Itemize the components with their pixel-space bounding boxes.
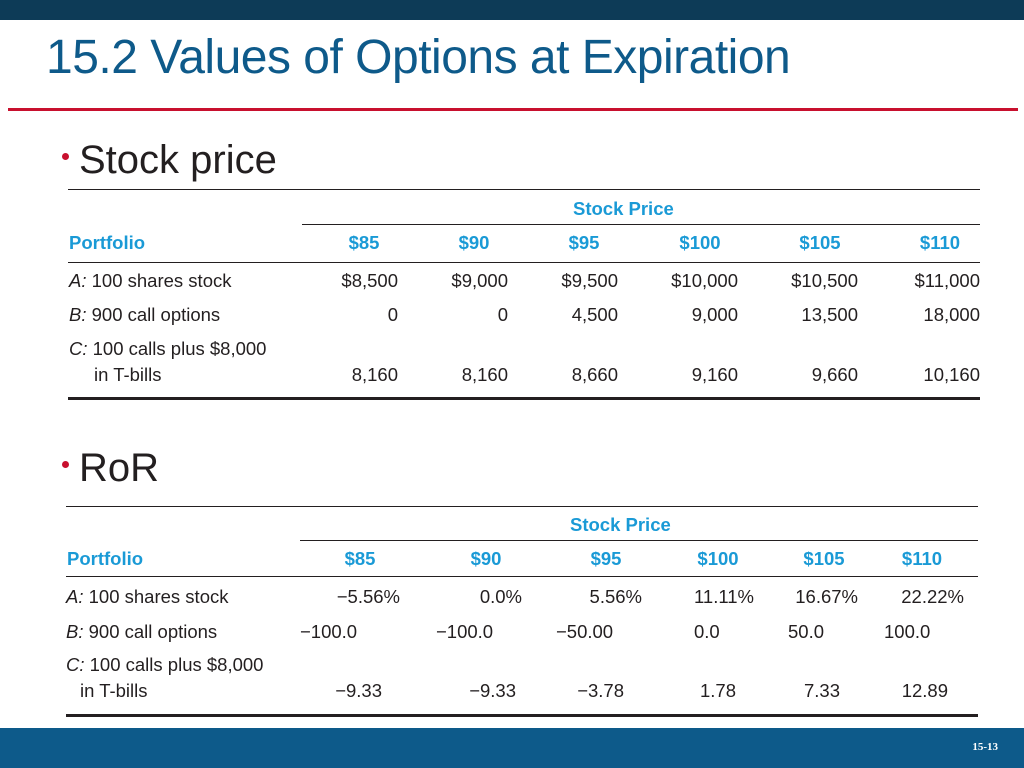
table-cell: 4,500 [571,304,618,325]
bullet-stock-price: Stock price [62,138,277,183]
column-header: $85 [344,548,376,569]
table-cell: −100.0 [300,621,358,642]
top-bar [0,0,1024,20]
table-cell: 0.0 [694,621,720,642]
column-header: $105 [803,548,845,569]
row-header: Portfolio [67,548,144,569]
header-rule [66,576,978,577]
table-cell: $9,000 [451,270,508,291]
bullet-label: RoR [79,446,160,490]
table-row-label: A: 100 shares stock [69,270,232,291]
table-cell: 22.22% [901,586,964,607]
table-cell: −5.56% [336,586,400,607]
column-header: $90 [470,548,502,569]
table-cell: 8,160 [351,364,398,385]
table-cell: −100.0 [436,621,494,642]
table-row-label: A: 100 shares stock [66,586,229,607]
title-divider [8,108,1018,111]
table-cell: −9.33 [469,680,516,701]
table-cell: 8,160 [461,364,508,385]
table-cell: 7.33 [803,680,840,701]
table-top-rule [68,189,980,190]
table-cell: 1.78 [699,680,736,701]
table-cell: 0 [387,304,398,325]
group-header-rule [300,540,978,541]
page-number: 15-13 [972,741,998,753]
table-cell: 0 [497,304,508,325]
table-cell: −3.78 [577,680,624,701]
column-header: $95 [568,232,600,253]
table-cell: 0.0% [479,586,522,607]
table-cell: −50.00 [556,621,614,642]
group-header: Stock Price [573,198,674,219]
table-bottom-rule [66,714,978,717]
table-cell: $10,500 [791,270,858,291]
group-header-rule [302,224,980,225]
group-header: Stock Price [570,514,671,535]
table-cell: $11,000 [914,270,981,291]
row-header: Portfolio [69,232,146,253]
table-cell: 11.11% [694,586,754,607]
table-cell: 9,160 [691,364,738,385]
bullet-label: Stock price [79,138,277,182]
column-header: $95 [590,548,622,569]
table-cell: −9.33 [335,680,382,701]
table-cell: 9,000 [691,304,738,325]
bullet-ror: RoR [62,446,159,491]
slide-title: 15.2 Values of Options at Expiration [46,31,791,84]
table-row-label: C: 100 calls plus $8,000 [66,654,264,675]
column-header: $100 [679,232,721,253]
table-cell: 5.56% [589,586,642,607]
column-header: $100 [697,548,739,569]
footer-bar: 15-13 [0,728,1024,768]
table-row-label-cont: in T-bills [80,680,148,701]
header-rule [68,262,980,263]
table-cell: 10,160 [923,364,980,385]
column-header: $85 [348,232,380,253]
table-cell: 9,660 [811,364,858,385]
table-cell: $8,500 [341,270,398,291]
table-cell: $10,000 [671,270,738,291]
table-cell: 8,660 [571,364,618,385]
table-cell: $9,500 [561,270,618,291]
table-cell: 13,500 [801,304,858,325]
table-cell: 18,000 [923,304,980,325]
table-row-label: B: 900 call options [66,621,218,642]
table-row-label: C: 100 calls plus $8,000 [69,338,267,359]
table-row-label: B: 900 call options [69,304,221,325]
column-header: $105 [799,232,841,253]
table-cell: 12.89 [901,680,948,701]
table-bottom-rule [68,397,980,400]
table-row-label-cont: in T-bills [94,364,162,385]
column-header: $110 [919,232,961,253]
table-cell: 50.0 [788,621,825,642]
table-cell: 100.0 [884,621,931,642]
bullet-dot-icon [62,152,69,160]
table-top-rule [66,506,978,507]
table-cell: 16.67% [795,586,858,607]
bullet-dot-icon [62,460,69,468]
column-header: $110 [901,548,943,569]
column-header: $90 [458,232,490,253]
